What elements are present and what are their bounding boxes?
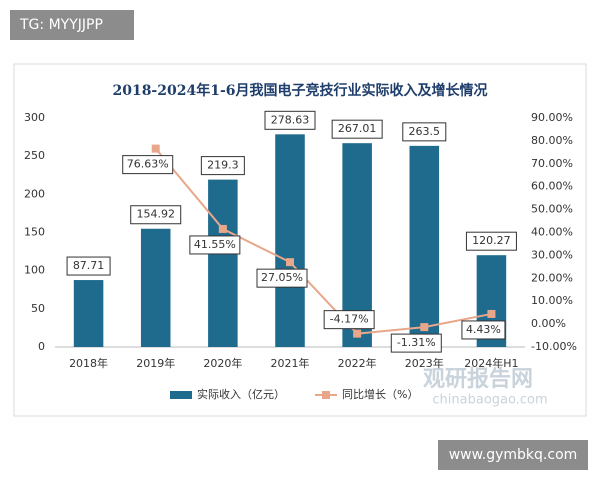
watermark-box: [438, 440, 588, 470]
legend-label: 实际收入（亿元）: [197, 387, 285, 401]
y2-tick-label: 0.00%: [531, 317, 566, 330]
y-tick-label: 250: [24, 149, 45, 162]
data-label: 120.27: [472, 234, 511, 247]
line-marker: [218, 224, 227, 233]
y-tick-label: 150: [24, 226, 45, 239]
watermark: TG: MYYJJPP: [19, 17, 103, 33]
x-tick-label: 2022年: [338, 356, 377, 370]
label-box: [200, 156, 245, 176]
label-box: [189, 235, 241, 255]
watermark: 观研报告网: [423, 367, 533, 392]
label-box: [465, 231, 517, 251]
label-box: [331, 119, 383, 139]
line: [154, 147, 492, 335]
y2-tick-label: 90.00%: [531, 111, 573, 124]
y-tick-label: 300: [24, 111, 45, 124]
line-marker: [487, 309, 496, 318]
y2-tick-label: 70.00%: [531, 157, 573, 170]
y2-tick-label: 20.00%: [531, 271, 573, 284]
y2-tick-label: 60.00%: [531, 180, 573, 193]
data-label: 4.43%: [466, 323, 501, 336]
label-box: [461, 320, 506, 340]
data-label: 27.05%: [261, 271, 303, 284]
y2-tick-label: 80.00%: [531, 134, 573, 147]
data-label: 267.01: [338, 122, 377, 135]
x-tick-label: 2018年: [69, 356, 108, 370]
data-label: 41.55%: [194, 238, 236, 251]
legend-swatch: [322, 391, 330, 399]
label-box: [323, 310, 375, 330]
data-label: 263.5: [409, 125, 441, 138]
bar: [275, 134, 305, 347]
x-tick-label: 2020年: [203, 356, 242, 370]
bar: [409, 145, 440, 347]
chart-title: 2018-2024年1-6月我国电子竞技行业实际收入及增长情况: [112, 82, 487, 99]
y-tick-label: 0: [38, 340, 45, 353]
label-box: [402, 122, 447, 142]
line-marker: [151, 144, 160, 153]
bar: [140, 228, 171, 347]
data-label: 219.3: [207, 159, 239, 172]
data-label: 278.63: [271, 113, 310, 126]
data-label: 76.63%: [127, 158, 169, 171]
x-tick-label: 2019年: [136, 356, 175, 370]
data-label: 154.92: [136, 208, 175, 221]
legend-swatch: [170, 391, 192, 399]
y2-tick-label: 40.00%: [531, 226, 573, 239]
legend-label: 同比增长（%）: [342, 387, 418, 401]
line-marker: [420, 323, 429, 332]
x-tick-label: 2021年: [271, 356, 310, 370]
label-box: [256, 268, 308, 288]
bar: [73, 280, 104, 347]
y-tick-label: 50: [31, 302, 45, 315]
y2-tick-label: 50.00%: [531, 203, 573, 216]
data-label: 87.71: [73, 259, 105, 272]
y2-tick-label: 10.00%: [531, 294, 573, 307]
y2-tick-label: 30.00%: [531, 248, 573, 261]
line-marker: [353, 329, 362, 338]
line-marker: [286, 258, 294, 267]
label-box: [390, 333, 442, 353]
y2-tick-label: -10.00%: [531, 340, 577, 353]
watermark-box: [10, 10, 134, 40]
y-tick-label: 100: [24, 264, 45, 277]
data-label: -4.17%: [330, 313, 369, 326]
bar: [208, 179, 238, 347]
label-box: [130, 205, 182, 225]
x-tick-label: 2024年H1: [464, 356, 518, 370]
label-box: [264, 110, 316, 130]
watermark: www.gymbkq.com: [449, 447, 578, 463]
x-tick-label: 2023年: [405, 356, 444, 370]
y-tick-label: 200: [24, 187, 45, 200]
label-box: [66, 256, 111, 276]
data-label: -1.31%: [397, 336, 436, 349]
label-box: [122, 155, 174, 175]
watermark: chinabaogao.com: [432, 393, 547, 408]
